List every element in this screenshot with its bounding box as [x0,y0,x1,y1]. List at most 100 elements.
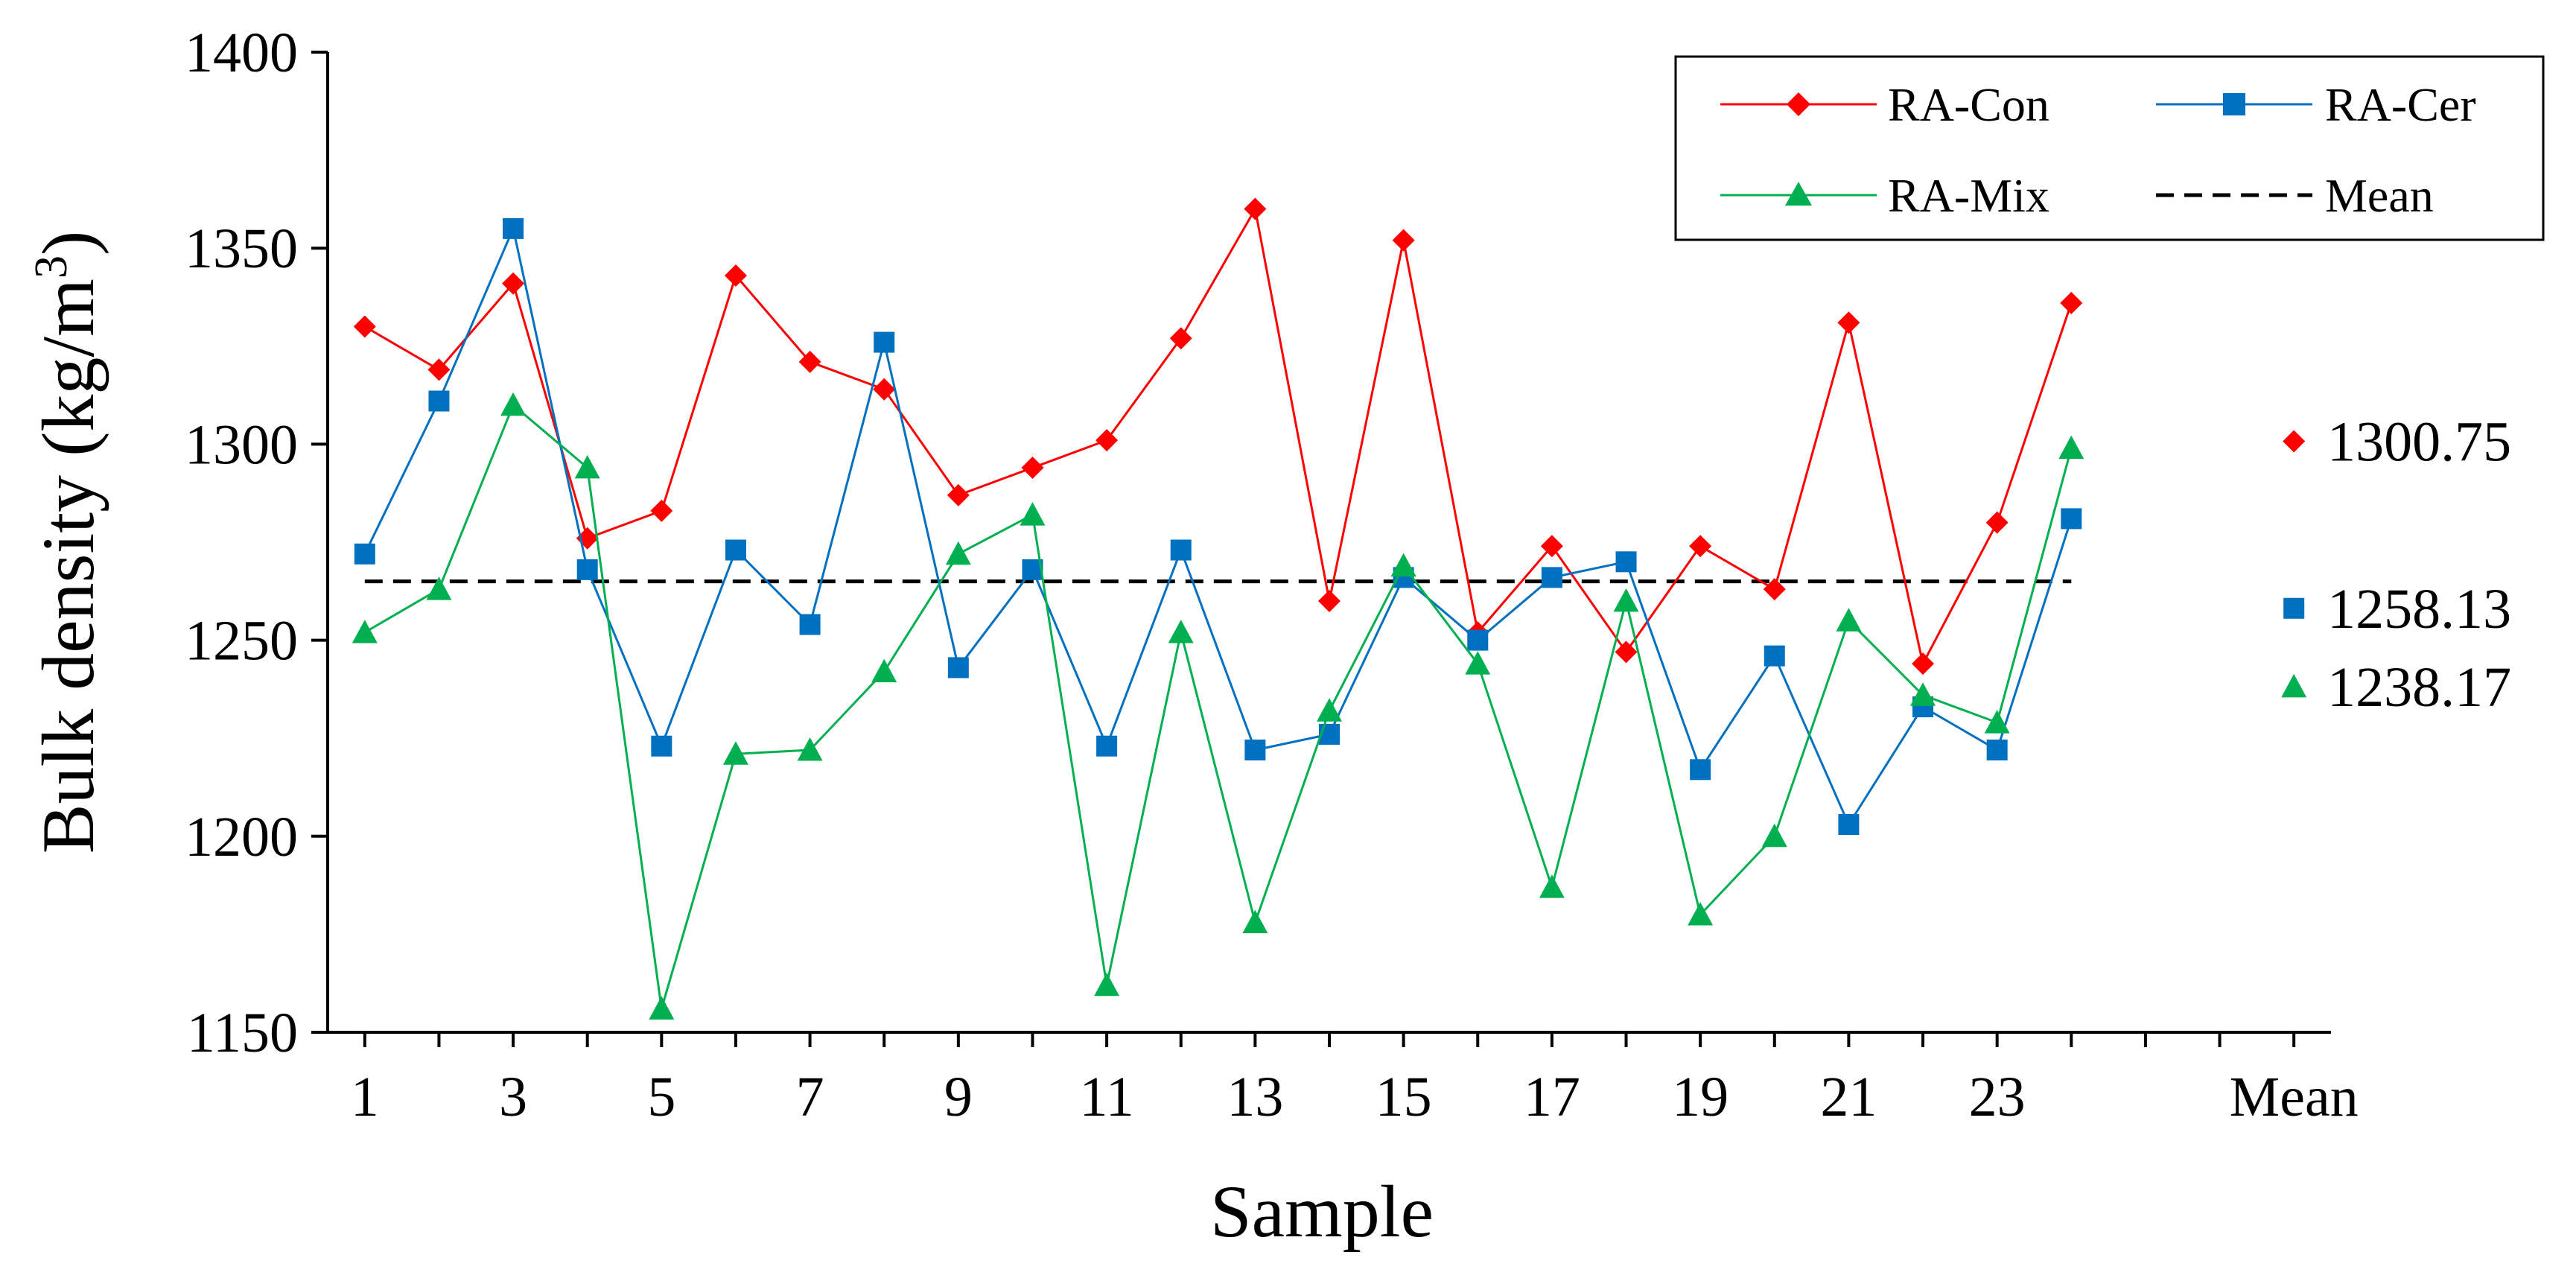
point-ra-con-10 [1021,456,1044,479]
y-axis-title-superscript: 3 [26,255,77,279]
point-ra-cer-6 [725,539,746,561]
point-ra-mix-19 [1688,902,1714,926]
x-axis-title: Sample [1210,1170,1434,1253]
y-tick-label-1150: 1150 [187,1002,298,1064]
point-ra-cer-1 [354,543,375,565]
mean-label-ra-con: 1300.75 [2327,410,2511,473]
y-axis-title-main: Bulk density (kg/m [27,279,109,854]
point-ra-cer-23 [1986,739,2008,760]
point-ra-cer-3 [503,217,524,239]
point-ra-cer-12 [1170,539,1192,561]
point-ra-con-6 [724,264,747,287]
point-ra-cer-17 [1541,567,1562,588]
legend-entry-ra-mix: RA-Mix [1720,169,2049,222]
legend-mean-label: Mean [2325,169,2434,222]
point-ra-mix-21 [1836,608,1862,632]
point-ra-con-13 [1244,197,1267,220]
point-ra-cer-20 [1764,645,1785,667]
point-ra-cer-2 [428,390,450,412]
point-ra-mix-13 [1242,909,1268,934]
point-ra-mix-15 [1390,553,1416,577]
mean-marker-ra-con [2283,430,2306,453]
point-ra-con-15 [1392,229,1415,252]
legend-entry-mean: Mean [2156,169,2434,222]
point-ra-cer-13 [1244,739,1266,760]
y-axis-ticks: 1150 1200 1250 1300 1350 1400 [185,22,328,1064]
legend-ra-con-label: RA-Con [1888,78,2049,131]
mean-marker-ra-mix [2281,673,2307,698]
x-tick-label-9: 9 [944,1066,973,1128]
point-ra-mix-3 [500,392,527,416]
series-line-ra-mix [364,403,2073,1009]
point-ra-con-14 [1318,589,1341,612]
series-line-ra-cer [363,225,2073,827]
point-ra-cer-5 [651,735,672,757]
point-ra-con-21 [1837,311,1860,334]
legend-entry-ra-con: RA-Con [1720,78,2049,131]
point-ra-con-17 [1540,535,1563,558]
x-tick-label-11: 11 [1080,1066,1134,1128]
point-ra-con-9 [947,483,970,506]
legend-ra-cer-label: RA-Cer [2325,78,2476,131]
point-ra-mix-10 [1020,502,1046,526]
x-tick-label-17: 17 [1524,1066,1580,1128]
y-tick-label-1200: 1200 [185,806,298,868]
x-tick-label-15: 15 [1376,1066,1432,1128]
point-ra-mix-20 [1761,823,1787,848]
point-ra-con-2 [427,358,451,381]
x-tick-label-3: 3 [499,1066,527,1128]
point-ra-cer-7 [799,614,821,635]
point-ra-mix-12 [1168,620,1194,643]
x-tick-label-5: 5 [647,1066,675,1128]
point-ra-cer-8 [874,331,895,353]
point-ra-mix-7 [797,737,823,761]
mean-marker-ra-cer [2283,597,2305,619]
y-axis-title: Bulk density (kg/m3) [26,231,109,854]
point-ra-con-7 [798,350,821,373]
point-ra-con-12 [1169,327,1192,350]
point-ra-mix-23 [1984,710,2010,734]
x-tick-label-23: 23 [1969,1066,2026,1128]
point-ra-con-23 [1985,511,2009,534]
x-tick-label-7: 7 [796,1066,824,1128]
point-ra-con-5 [650,499,673,522]
legend: RA-Con RA-Cer RA-Mix Mean [1674,55,2545,241]
mean-markers: 1300.75 1258.13 1238.17 [2281,410,2511,719]
point-ra-mix-4 [574,454,600,479]
point-ra-mix-16 [1465,651,1491,675]
point-ra-con-3 [502,272,525,295]
point-ra-cer-9 [947,657,969,678]
point-ra-mix-18 [1613,588,1639,612]
point-ra-cer-24 [2061,508,2082,530]
series-ra-mix [352,392,2084,1020]
legend-box [1674,55,2545,241]
legend-entry-ra-cer: RA-Cer [2156,78,2476,131]
y-tick-label-1350: 1350 [185,217,298,280]
point-ra-con-24 [2060,291,2083,314]
series-ra-cer [354,217,2082,836]
point-ra-cer-18 [1615,551,1637,573]
point-ra-cer-16 [1467,629,1489,651]
point-ra-con-22 [1912,652,1935,676]
y-tick-label-1300: 1300 [185,413,298,476]
point-ra-con-18 [1615,641,1638,664]
point-ra-con-20 [1763,578,1786,601]
series-ra-con [353,197,2083,676]
point-ra-cer-19 [1690,759,1711,781]
legend-ra-cer-marker [2223,93,2245,115]
x-tick-label-1: 1 [351,1066,379,1128]
x-tick-label-21: 21 [1820,1066,1877,1128]
y-axis-title-close: ) [27,231,109,255]
point-ra-cer-4 [576,559,598,580]
point-ra-mix-9 [945,541,971,565]
point-ra-con-19 [1689,535,1712,558]
y-tick-label-1400: 1400 [185,22,298,84]
point-ra-mix-14 [1317,698,1342,722]
point-ra-con-1 [353,315,376,338]
legend-ra-con-marker [1787,92,1810,116]
point-ra-cer-11 [1096,735,1118,757]
point-ra-mix-17 [1539,874,1565,898]
point-ra-cer-21 [1838,814,1860,836]
